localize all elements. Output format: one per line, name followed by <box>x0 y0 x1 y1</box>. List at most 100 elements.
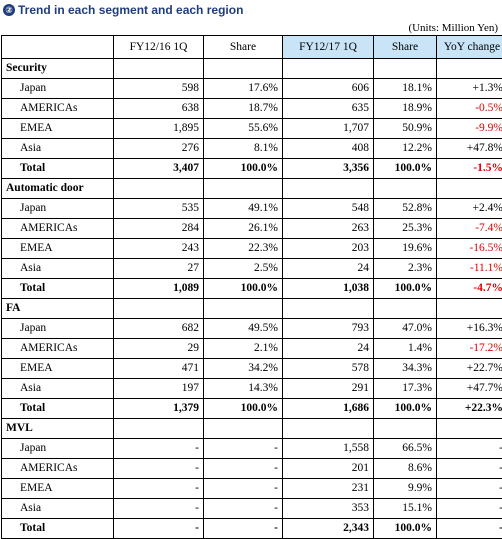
fa-total-fy16-share: 100.0% <box>204 399 283 419</box>
fa-japan-yoy: +16.3% <box>437 319 502 339</box>
mvl-emea-fy17-share: 9.9% <box>374 479 437 499</box>
fa-japan-fy17-value: 793 <box>283 319 374 339</box>
segment-header-row: Security <box>2 59 502 79</box>
mvl-emea-fy16-share: - <box>204 479 283 499</box>
security-total-fy17-value: 3,356 <box>283 159 374 179</box>
mvl-total-fy17-share: 100.0% <box>374 519 437 539</box>
security-japan-fy16-value: 598 <box>114 79 204 99</box>
fa-total-fy16-value: 1,379 <box>114 399 204 419</box>
mvl-asia-fy16-value: - <box>114 499 204 519</box>
segment-header-row: FA <box>2 299 502 319</box>
segment-header-empty-cell <box>374 299 437 319</box>
fa-asia-fy16-share: 14.3% <box>204 379 283 399</box>
mvl-japan-fy17-value: 1,558 <box>283 439 374 459</box>
mvl-emea-fy16-value: - <box>114 479 204 499</box>
fa-asia-fy17-value: 291 <box>283 379 374 399</box>
automatic-door-emea-fy16-share: 22.3% <box>204 239 283 259</box>
mvl-region-label: Japan <box>2 439 114 459</box>
automatic-door-emea-fy17-value: 203 <box>283 239 374 259</box>
segment-header-empty-cell <box>437 299 502 319</box>
security-emea-fy16-share: 55.6% <box>204 119 283 139</box>
security-japan-yoy: +1.3% <box>437 79 502 99</box>
security-emea-yoy: -9.9% <box>437 119 502 139</box>
security-total-yoy: -1.5% <box>437 159 502 179</box>
fa-emea-yoy: +22.7% <box>437 359 502 379</box>
header-fy16: FY12/16 1Q <box>114 36 204 59</box>
numbered-circle-badge: ② <box>3 4 15 16</box>
security-total-fy16-share: 100.0% <box>204 159 283 179</box>
automatic-door-americas-fy16-value: 284 <box>114 219 204 239</box>
document-title: ② Trend in each segment and each region <box>3 2 243 18</box>
mvl-asia-fy17-value: 353 <box>283 499 374 519</box>
automatic-door-japan-fy17-share: 52.8% <box>374 199 437 219</box>
fa-asia-fy16-value: 197 <box>114 379 204 399</box>
mvl-japan-fy16-value: - <box>114 439 204 459</box>
mvl-total-fy16-share: - <box>204 519 283 539</box>
automatic-door-japan-fy17-value: 548 <box>283 199 374 219</box>
security-emea-fy17-share: 50.9% <box>374 119 437 139</box>
fa-japan-fy16-share: 49.5% <box>204 319 283 339</box>
mvl-japan-fy16-share: - <box>204 439 283 459</box>
segment-name-security: Security <box>2 59 114 79</box>
fa-americas-fy17-value: 24 <box>283 339 374 359</box>
automatic-door-americas-fy17-share: 25.3% <box>374 219 437 239</box>
segment-header-empty-cell <box>283 179 374 199</box>
mvl-region-label: EMEA <box>2 479 114 499</box>
mvl-total-label: Total <box>2 519 114 539</box>
fa-emea-fy17-share: 34.3% <box>374 359 437 379</box>
automatic-door-emea-fy17-share: 19.6% <box>374 239 437 259</box>
segment-region-table: FY12/16 1Q Share FY12/17 1Q Share YoY ch… <box>1 35 502 539</box>
segment-name-automatic-door: Automatic door <box>2 179 114 199</box>
segment-header-row: MVL <box>2 419 502 439</box>
segment-header-empty-cell <box>204 299 283 319</box>
fa-total-label: Total <box>2 399 114 419</box>
automatic-door-total-fy17-share: 100.0% <box>374 279 437 299</box>
mvl-emea-yoy: - <box>437 479 502 499</box>
automatic-door-region-label: AMERICAs <box>2 219 114 239</box>
mvl-americas-fy17-value: 201 <box>283 459 374 479</box>
mvl-americas-fy16-share: - <box>204 459 283 479</box>
fa-asia-yoy: +47.7% <box>437 379 502 399</box>
fa-region-label: AMERICAs <box>2 339 114 359</box>
mvl-japan-yoy: - <box>437 439 502 459</box>
table-header-row: FY12/16 1Q Share FY12/17 1Q Share YoY ch… <box>2 36 502 59</box>
segment-header-empty-cell <box>374 179 437 199</box>
segment-header-empty-cell <box>204 179 283 199</box>
segment-header-empty-cell <box>283 59 374 79</box>
security-region-label: Asia <box>2 139 114 159</box>
security-asia-fy16-share: 8.1% <box>204 139 283 159</box>
automatic-door-japan-fy16-value: 535 <box>114 199 204 219</box>
fa-asia-fy17-share: 17.3% <box>374 379 437 399</box>
automatic-door-total-fy16-share: 100.0% <box>204 279 283 299</box>
automatic-door-asia-fy16-share: 2.5% <box>204 259 283 279</box>
segment-header-empty-cell <box>114 419 204 439</box>
automatic-door-region-label: EMEA <box>2 239 114 259</box>
header-yoy: YoY change <box>437 36 502 59</box>
fa-region-label: Japan <box>2 319 114 339</box>
security-americas-fy16-share: 18.7% <box>204 99 283 119</box>
mvl-total-yoy: - <box>437 519 502 539</box>
security-total-fy16-value: 3,407 <box>114 159 204 179</box>
segment-header-empty-cell <box>114 179 204 199</box>
mvl-americas-fy17-share: 8.6% <box>374 459 437 479</box>
automatic-door-region-label: Asia <box>2 259 114 279</box>
header-blank <box>2 36 114 59</box>
security-japan-fy16-share: 17.6% <box>204 79 283 99</box>
mvl-asia-yoy: - <box>437 499 502 519</box>
segment-name-mvl: MVL <box>2 419 114 439</box>
fa-americas-fy16-share: 2.1% <box>204 339 283 359</box>
mvl-americas-fy16-value: - <box>114 459 204 479</box>
segment-header-empty-cell <box>283 419 374 439</box>
